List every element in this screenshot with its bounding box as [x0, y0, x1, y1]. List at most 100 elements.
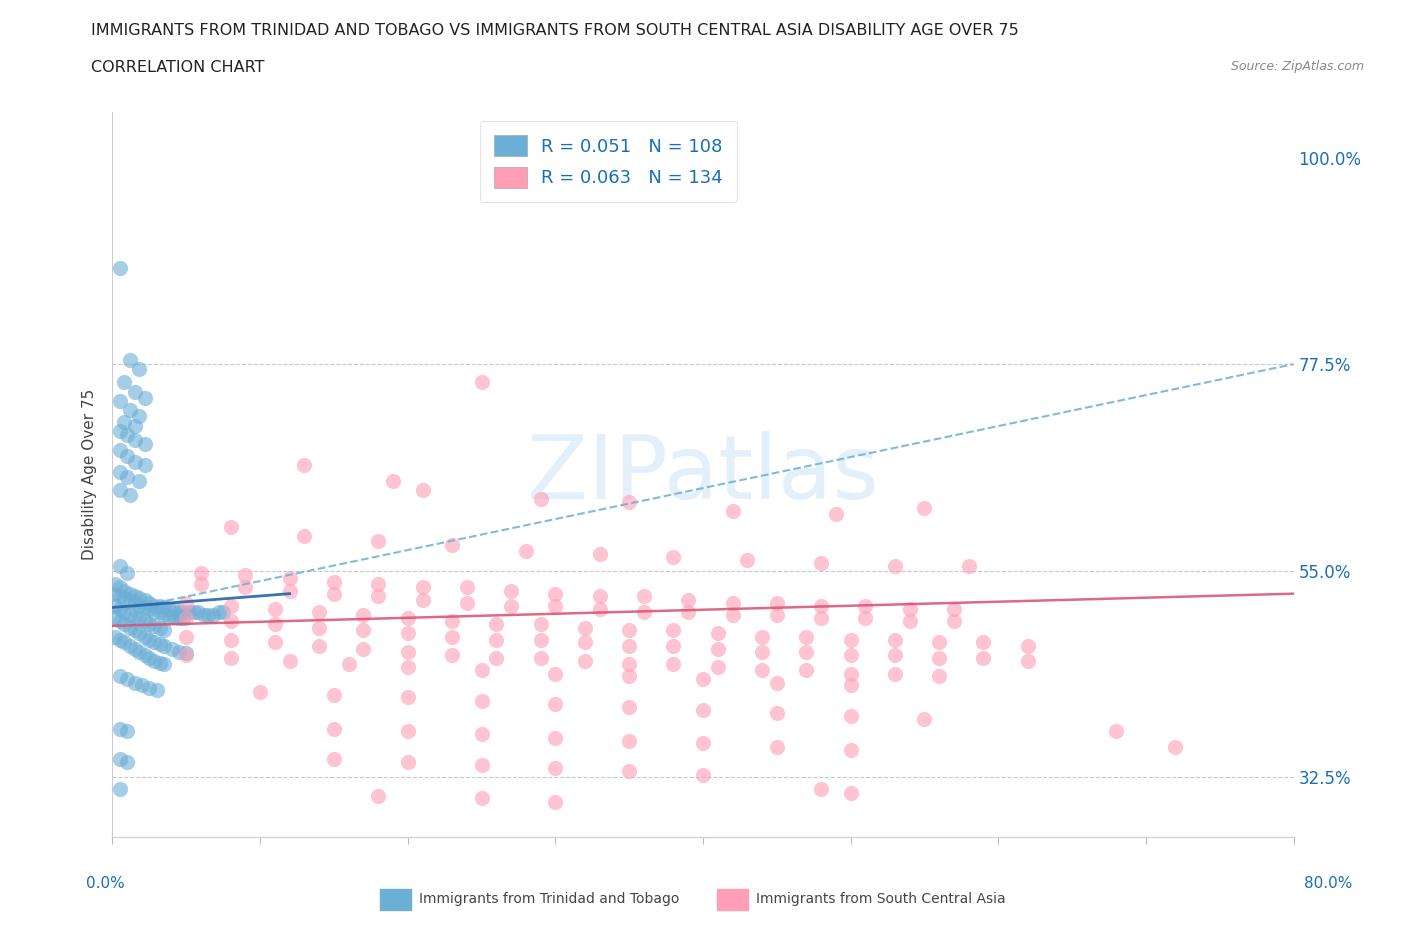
Point — [128, 644, 150, 659]
Point — [278, 653, 301, 668]
Point — [323, 721, 346, 736]
Point — [157, 602, 180, 617]
Point — [120, 620, 142, 635]
Point — [153, 657, 176, 671]
Point — [134, 458, 156, 472]
Point — [574, 635, 596, 650]
Point — [120, 586, 142, 601]
Point — [117, 448, 138, 463]
Point — [117, 754, 138, 769]
Point — [544, 794, 567, 809]
Point — [396, 724, 419, 738]
Point — [108, 559, 131, 574]
Point — [117, 470, 138, 485]
Point — [588, 602, 610, 617]
Point — [751, 630, 773, 644]
Point — [190, 577, 212, 591]
Point — [810, 611, 832, 626]
Point — [134, 592, 156, 607]
Point — [128, 598, 150, 613]
Point — [973, 650, 995, 665]
Point — [692, 703, 714, 718]
Point — [108, 579, 131, 594]
Point — [197, 607, 219, 622]
Point — [104, 598, 127, 613]
Point — [124, 675, 146, 690]
Point — [382, 473, 405, 488]
Point — [619, 699, 641, 714]
Point — [721, 595, 744, 610]
Point — [396, 626, 419, 641]
Point — [796, 630, 818, 644]
Point — [942, 602, 965, 617]
Point — [108, 614, 131, 629]
Point — [128, 361, 150, 376]
Point — [120, 403, 142, 418]
Point — [411, 483, 433, 498]
Point — [124, 623, 146, 638]
Point — [128, 611, 150, 626]
Point — [167, 611, 190, 626]
Point — [193, 607, 215, 622]
Point — [108, 442, 131, 457]
Point — [839, 666, 862, 681]
Text: Source: ZipAtlas.com: Source: ZipAtlas.com — [1230, 60, 1364, 73]
Point — [796, 644, 818, 659]
Point — [308, 604, 330, 619]
Point — [219, 614, 242, 629]
Point — [149, 598, 172, 613]
Point — [167, 604, 190, 619]
Point — [292, 528, 315, 543]
Point — [108, 632, 131, 647]
Point — [957, 559, 980, 574]
Point — [172, 604, 194, 619]
Point — [839, 709, 862, 724]
Point — [149, 620, 172, 635]
Point — [619, 657, 641, 671]
Point — [529, 617, 551, 631]
Point — [529, 650, 551, 665]
Point — [619, 495, 641, 510]
Point — [810, 598, 832, 613]
Point — [120, 352, 142, 367]
Point — [174, 648, 197, 663]
Point — [104, 577, 127, 591]
Point — [633, 604, 655, 619]
Point — [138, 617, 160, 631]
Point — [120, 607, 142, 622]
Point — [108, 782, 131, 797]
Point — [810, 556, 832, 571]
Point — [898, 602, 921, 617]
Point — [201, 607, 224, 622]
Text: CORRELATION CHART: CORRELATION CHART — [91, 60, 264, 75]
Point — [662, 623, 685, 638]
Point — [163, 609, 186, 624]
Point — [678, 604, 700, 619]
Point — [128, 473, 150, 488]
Point — [323, 586, 346, 601]
Point — [766, 595, 789, 610]
Point — [973, 635, 995, 650]
Point — [112, 617, 135, 631]
Point — [131, 678, 153, 693]
Point — [212, 604, 235, 619]
Point — [441, 648, 464, 663]
Point — [766, 675, 789, 690]
Point — [470, 694, 494, 709]
Point — [117, 565, 138, 580]
Point — [124, 455, 146, 470]
Point — [529, 492, 551, 507]
Point — [367, 789, 389, 804]
Point — [138, 602, 160, 617]
Point — [839, 632, 862, 647]
Point — [323, 575, 346, 590]
Point — [219, 598, 242, 613]
Point — [884, 648, 907, 663]
Point — [167, 644, 190, 659]
Point — [396, 644, 419, 659]
Point — [219, 650, 242, 665]
Point — [367, 577, 389, 591]
Point — [112, 415, 135, 430]
Point — [839, 742, 862, 757]
Point — [308, 639, 330, 654]
